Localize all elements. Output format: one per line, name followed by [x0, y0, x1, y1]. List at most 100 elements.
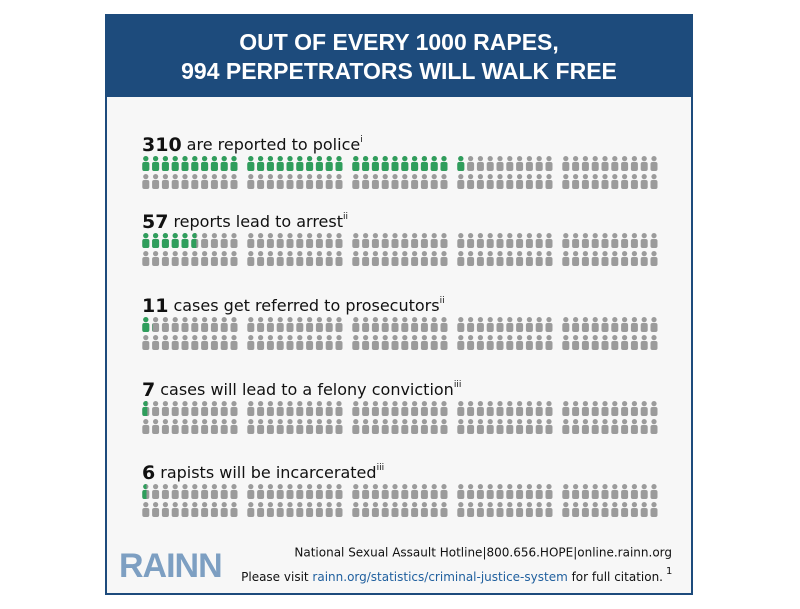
person-icon	[650, 419, 658, 434]
icon-body	[457, 490, 465, 499]
title-line: OUT OF EVERY 1000 RAPES,	[239, 29, 559, 55]
highlighted-icons	[142, 401, 148, 416]
person-icon	[220, 233, 228, 248]
person-icon	[371, 156, 379, 171]
icon-body	[210, 341, 218, 350]
person-icon	[601, 317, 609, 332]
icon-head	[392, 156, 398, 162]
icon-head	[353, 502, 359, 508]
citation-link[interactable]: rainn.org/statistics/criminal-justice-sy…	[312, 570, 567, 584]
icon-body	[621, 162, 629, 171]
icon-head	[458, 484, 464, 490]
icon-body	[247, 407, 255, 416]
icon-head	[287, 317, 293, 323]
icon-head	[392, 233, 398, 239]
icon-body	[381, 490, 389, 499]
person-icon	[562, 484, 570, 499]
person-icon	[401, 419, 409, 434]
person-icon	[486, 156, 494, 171]
icon-body	[315, 257, 323, 266]
icon-head	[487, 174, 493, 180]
icon-body	[220, 341, 228, 350]
person-icon	[611, 484, 619, 499]
person-icon	[420, 401, 428, 416]
icon-body	[440, 239, 448, 248]
icon-body	[640, 180, 648, 189]
person-icon	[247, 401, 255, 416]
person-icon	[650, 317, 658, 332]
icon-body	[401, 323, 409, 332]
icon-head	[517, 317, 523, 323]
person-icon	[486, 251, 494, 266]
person-icon	[572, 317, 580, 332]
icon-head	[582, 156, 589, 162]
icon-body	[325, 323, 333, 332]
icon-body	[411, 490, 419, 499]
person-icon	[171, 251, 179, 266]
person-icon	[276, 401, 284, 416]
person-icon	[621, 317, 629, 332]
icon-body	[457, 508, 465, 517]
person-icon	[286, 317, 294, 332]
person-icon	[581, 401, 589, 416]
person-icon	[362, 502, 370, 517]
person-icon	[335, 484, 343, 499]
person-icon	[230, 335, 238, 350]
person-icon	[362, 174, 370, 189]
icon-head	[563, 233, 569, 239]
person-icon	[601, 174, 609, 189]
icon-body	[210, 508, 218, 517]
person-icon	[161, 419, 169, 434]
icon-body	[286, 239, 294, 248]
icon-head	[468, 317, 474, 323]
person-icon	[411, 251, 419, 266]
person-icon	[486, 419, 494, 434]
icon-head	[336, 484, 342, 490]
icon-body	[266, 162, 274, 171]
person-icon	[161, 174, 169, 189]
icon-body	[296, 257, 304, 266]
person-icon	[650, 156, 658, 171]
icon-head	[277, 401, 283, 407]
person-icon	[535, 233, 543, 248]
icon-body	[276, 425, 284, 434]
icon-body	[335, 162, 343, 171]
person-icon	[371, 484, 379, 499]
person-icon	[525, 401, 533, 416]
person-icon	[496, 174, 504, 189]
person-icon	[457, 401, 465, 416]
icon-body	[142, 425, 150, 434]
icon-body	[257, 323, 265, 332]
icon-head	[221, 174, 227, 180]
icon-body	[306, 425, 314, 434]
icon-body	[191, 323, 199, 332]
person-icon	[440, 484, 448, 499]
icon-head	[248, 419, 254, 425]
person-icon	[525, 502, 533, 517]
person-icon	[335, 156, 343, 171]
icon-body	[420, 257, 428, 266]
person-icon	[171, 484, 179, 499]
person-icon	[525, 174, 533, 189]
icon-head	[297, 502, 303, 508]
icon-head	[487, 335, 493, 341]
icon-head	[402, 484, 408, 490]
person-icon	[391, 233, 399, 248]
icon-head	[402, 251, 408, 257]
icon-head	[651, 484, 657, 490]
icon-head	[392, 174, 398, 180]
icon-body	[191, 239, 197, 248]
person-icon	[391, 484, 399, 499]
person-icon	[506, 401, 514, 416]
icon-head	[202, 156, 208, 162]
person-icon	[152, 323, 153, 332]
row-number: 57	[142, 211, 168, 233]
icon-head	[507, 174, 513, 180]
icon-body	[467, 508, 475, 517]
icon-body	[220, 407, 228, 416]
icon-head	[267, 484, 273, 490]
icon-head	[277, 502, 283, 508]
icon-head	[517, 174, 523, 180]
row-text: cases get referred to prosecutors	[173, 296, 439, 315]
icon-body	[352, 490, 360, 499]
